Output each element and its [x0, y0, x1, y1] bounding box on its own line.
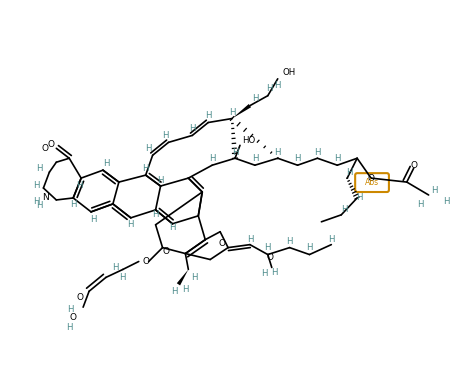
- Text: H: H: [231, 148, 238, 157]
- Text: H: H: [33, 181, 40, 190]
- Text: H: H: [145, 144, 151, 153]
- Text: H: H: [306, 243, 312, 252]
- Text: O: O: [218, 239, 225, 248]
- Text: H: H: [274, 148, 280, 157]
- Text: H: H: [36, 201, 43, 210]
- Text: H: H: [66, 323, 72, 332]
- Text: O: O: [162, 247, 169, 256]
- Text: H: H: [271, 268, 278, 277]
- Text: O: O: [409, 161, 416, 170]
- Text: H: H: [119, 273, 126, 282]
- Text: N: N: [42, 193, 49, 203]
- Text: H: H: [127, 220, 134, 229]
- Text: H: H: [333, 154, 340, 163]
- Text: O: O: [266, 253, 273, 262]
- Text: H: H: [327, 235, 334, 244]
- Text: H: H: [355, 193, 362, 203]
- Text: O: O: [69, 313, 77, 322]
- Text: H: H: [182, 285, 188, 294]
- Text: H: H: [416, 200, 423, 210]
- Text: H: H: [208, 154, 215, 163]
- Text: H: H: [294, 154, 300, 163]
- Text: H: H: [162, 131, 169, 140]
- Text: H: H: [76, 181, 82, 190]
- Text: H: H: [345, 168, 352, 177]
- Polygon shape: [231, 104, 250, 119]
- Text: H: H: [70, 200, 76, 210]
- Text: H: H: [251, 154, 258, 163]
- Text: OH: OH: [282, 68, 295, 77]
- Text: H: H: [152, 210, 159, 219]
- Text: H: H: [442, 197, 449, 207]
- Text: O: O: [76, 293, 83, 302]
- Text: O: O: [367, 174, 374, 183]
- Text: H: H: [430, 186, 437, 195]
- Text: H: H: [286, 237, 292, 246]
- Text: H: H: [264, 243, 270, 252]
- Text: H: H: [169, 223, 175, 232]
- Text: O: O: [142, 257, 149, 266]
- Text: H: H: [340, 205, 347, 214]
- Text: HO: HO: [241, 136, 255, 145]
- FancyBboxPatch shape: [355, 173, 388, 192]
- Text: H: H: [171, 287, 178, 296]
- Text: H: H: [205, 111, 211, 120]
- Text: H: H: [188, 124, 195, 133]
- Text: H: H: [261, 269, 268, 278]
- Text: O: O: [48, 140, 55, 149]
- Text: H: H: [89, 215, 96, 224]
- Text: H: H: [314, 148, 320, 157]
- Polygon shape: [177, 269, 188, 285]
- Text: H: H: [157, 176, 163, 185]
- Text: H: H: [274, 81, 280, 90]
- Text: H: H: [228, 108, 235, 117]
- Text: H: H: [191, 273, 197, 282]
- Text: H: H: [246, 235, 253, 244]
- Text: H: H: [67, 305, 73, 314]
- Text: H: H: [33, 197, 40, 207]
- Text: H: H: [102, 159, 109, 168]
- Text: H: H: [112, 263, 119, 272]
- Text: Abs: Abs: [364, 178, 378, 186]
- Text: H: H: [266, 84, 272, 93]
- Text: H: H: [251, 94, 258, 103]
- Text: H: H: [36, 164, 43, 173]
- Text: O: O: [42, 144, 49, 153]
- Text: H: H: [142, 164, 149, 173]
